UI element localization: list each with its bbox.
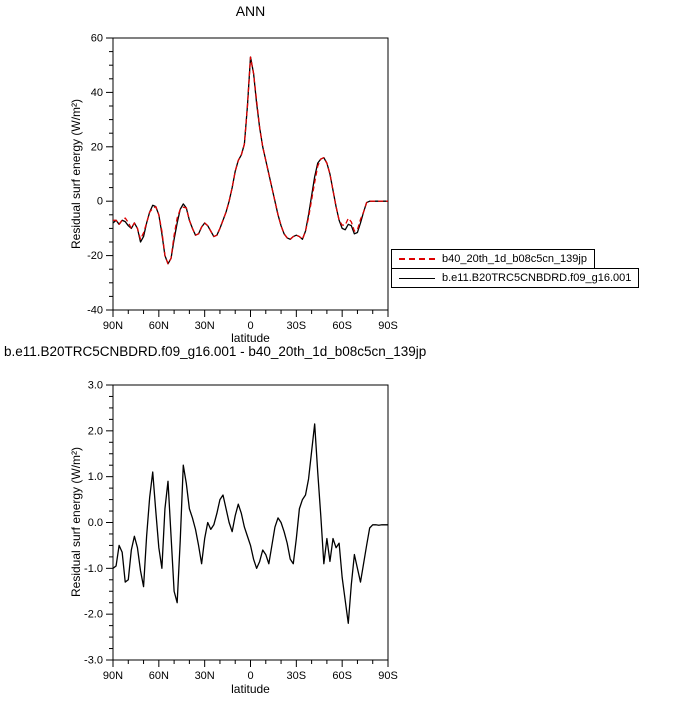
x-tick-label: 90S bbox=[378, 320, 398, 332]
y-tick-label: 0.0 bbox=[88, 517, 103, 529]
y-tick-label: -40 bbox=[87, 305, 103, 317]
x-tick-label: 0 bbox=[247, 320, 253, 332]
red-dashed-line-sample bbox=[399, 258, 435, 260]
top-chart-xlabel: latitude bbox=[231, 331, 270, 345]
y-tick-label: -20 bbox=[87, 250, 103, 262]
bottom-chart-ylabel: Residual surf energy (W/m²) bbox=[69, 446, 83, 598]
y-tick-label: 2.0 bbox=[88, 425, 103, 437]
x-tick-label: 60S bbox=[332, 320, 352, 332]
data-line bbox=[112, 423, 388, 624]
x-tick-label: 30N bbox=[195, 320, 215, 332]
data-line bbox=[113, 56, 388, 265]
y-tick-label: -2.0 bbox=[84, 609, 103, 621]
legend-entry-b40: b40_20th_1d_b08c5cn_139jp bbox=[391, 249, 595, 269]
x-tick-label: 30N bbox=[195, 670, 215, 682]
y-tick-label: 3.0 bbox=[88, 380, 103, 392]
bottom-chart-xlabel: latitude bbox=[231, 682, 270, 696]
x-tick-label: 60N bbox=[149, 320, 169, 332]
data-line bbox=[112, 56, 388, 265]
chart-group: 90N 60N 30N 0 30S 60S 90S -40 -20 0 20 40 60 bbox=[87, 33, 398, 333]
legend-label-b40: b40_20th_1d_b08c5cn_139jp bbox=[442, 253, 587, 265]
plot-frame bbox=[112, 37, 389, 311]
x-tick-label: 90N bbox=[103, 320, 123, 332]
top-chart-title: ANN bbox=[235, 3, 266, 19]
y-tick-label: -1.0 bbox=[84, 563, 103, 575]
y-tick-label: 20 bbox=[91, 141, 103, 153]
bottom-chart-title: b.e11.B20TRC5CNBDRD.f09_g16.001 - b40_20… bbox=[4, 344, 427, 359]
y-tick-label: 0 bbox=[97, 196, 103, 208]
y-tick-label: 40 bbox=[91, 87, 103, 99]
x-tick-label: 90S bbox=[378, 670, 398, 682]
plot-frame bbox=[112, 384, 389, 661]
legend-entry-be11: b.e11.B20TRC5CNBDRD.f09_g16.001 bbox=[391, 268, 640, 288]
y-tick-label: 60 bbox=[91, 33, 103, 45]
x-tick-label: 60N bbox=[149, 670, 169, 682]
black-solid-line-sample bbox=[399, 277, 435, 279]
x-tick-label: 30S bbox=[287, 670, 307, 682]
legend: b40_20th_1d_b08c5cn_139jp b.e11.B20TRC5C… bbox=[391, 249, 640, 288]
x-tick-label: 60S bbox=[332, 670, 352, 682]
legend-label-be11: b.e11.B20TRC5CNBDRD.f09_g16.001 bbox=[442, 272, 632, 284]
chart-group: 90N 60N 30N 0 30S 60S 90S -3.0 -2.0 -1.0 0.0 1.0 2.0… bbox=[84, 380, 398, 683]
y-tick-label: 1.0 bbox=[88, 471, 103, 483]
x-tick-label: 30S bbox=[287, 320, 307, 332]
y-tick-label: -3.0 bbox=[84, 655, 103, 667]
x-tick-label: 90N bbox=[103, 670, 123, 682]
x-tick-label: 0 bbox=[247, 670, 253, 682]
top-chart-ylabel: Residual surf energy (W/m²) bbox=[69, 98, 83, 250]
